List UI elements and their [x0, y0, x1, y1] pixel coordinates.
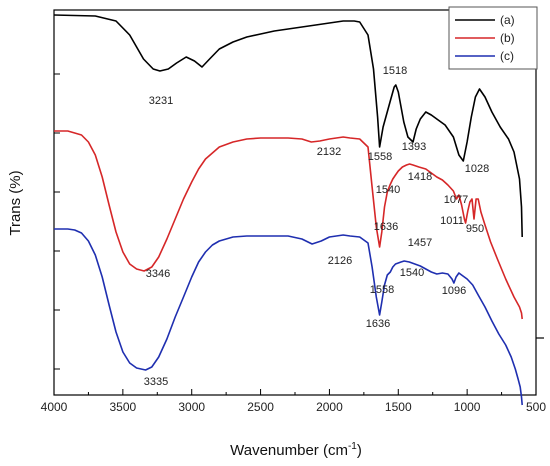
peak-annotation: 1418: [408, 171, 432, 183]
x-tick-label: 3000: [178, 400, 205, 414]
peak-annotation: 1636: [366, 318, 390, 330]
annotation-layer: 3231 1518 1558 1393 1418 1028 2132 1540 1077 1636…: [144, 65, 489, 388]
peak-annotation: 1457: [408, 237, 432, 249]
peak-annotation: 3335: [144, 376, 168, 388]
legend-label-c: (c): [500, 49, 514, 63]
peak-annotation: 1540: [400, 267, 424, 279]
y-axis-title: Trans (%): [7, 170, 24, 235]
peak-annotation: 1096: [442, 285, 466, 297]
series-layer: [53, 14, 523, 406]
peak-annotation: 1518: [383, 65, 407, 77]
peak-annotation: 1077: [444, 194, 468, 206]
peak-annotation: 3346: [146, 268, 170, 280]
x-tick-label: 1000: [454, 400, 481, 414]
peak-annotation: 2126: [328, 255, 352, 267]
y-axis-ticks: [54, 14, 60, 370]
x-axis-title: Wavenumber (cm-1): [230, 441, 362, 459]
x-tick-label: 2000: [316, 400, 343, 414]
peak-annotation: 3231: [149, 95, 173, 107]
legend-label-b: (b): [500, 31, 515, 45]
peak-annotation: 1393: [402, 141, 426, 153]
series-line-a: [53, 14, 523, 238]
series-line-b: [54, 130, 523, 320]
peak-annotation: 1558: [368, 151, 392, 163]
x-tick-label: 3500: [110, 400, 137, 414]
peak-annotation: 1011: [440, 215, 464, 227]
peak-annotation: 1028: [465, 163, 489, 175]
series-line-c: [54, 228, 523, 406]
peak-annotation: 1540: [376, 184, 400, 196]
x-tick-label: 500: [526, 400, 546, 414]
peak-annotation: 2132: [317, 146, 341, 158]
peak-annotation: 1636: [374, 221, 398, 233]
peak-annotation: 950: [466, 223, 484, 235]
x-tick-label: 1500: [385, 400, 412, 414]
legend: (a) (b) (c): [448, 6, 538, 70]
x-tick-label: 4000: [41, 400, 68, 414]
x-axis-ticks: 4000 3500 3000 2500 2000 1500 1000 500: [41, 389, 546, 414]
legend-label-a: (a): [500, 13, 515, 27]
peak-annotation: 1558: [370, 284, 394, 296]
x-tick-label: 2500: [247, 400, 274, 414]
